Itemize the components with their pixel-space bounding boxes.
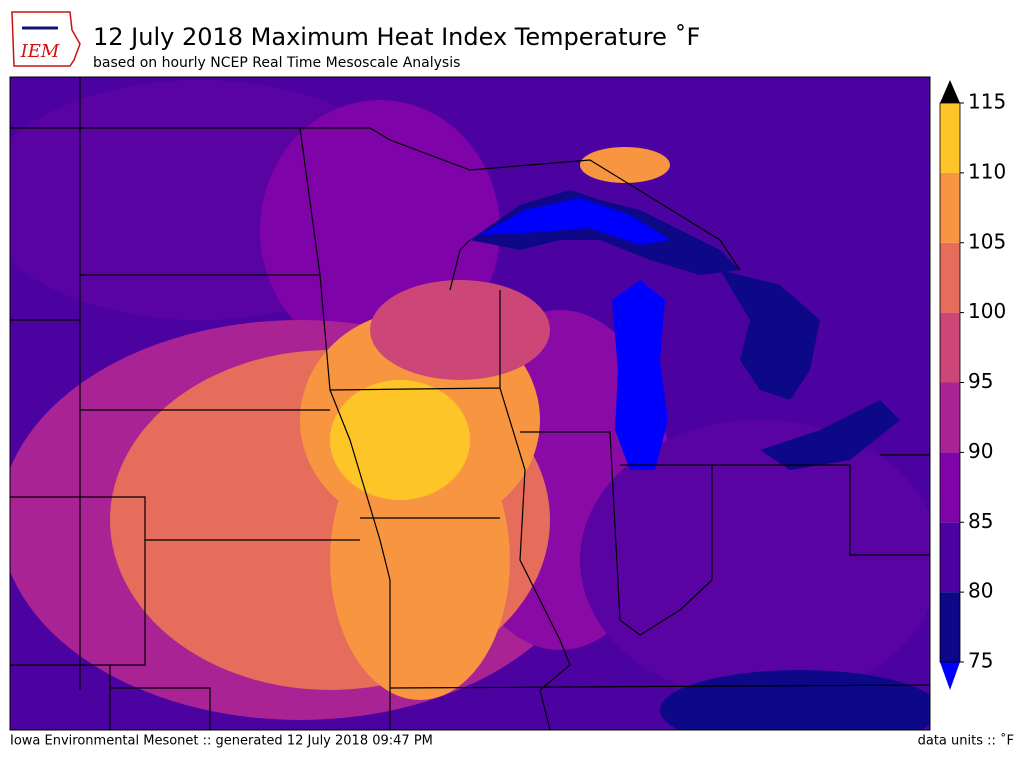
colorbar-segment	[940, 172, 960, 243]
colorbar-segment	[940, 522, 960, 593]
colorbar-label: 90	[968, 439, 993, 463]
border	[589, 159, 741, 271]
logo-text: IEM	[20, 41, 60, 62]
heat-field	[370, 280, 550, 380]
heat-field	[580, 420, 930, 700]
colorbar-segment	[940, 103, 960, 173]
map-frame	[9, 76, 931, 731]
heat-field	[660, 670, 930, 730]
colorbar-label: 75	[968, 649, 993, 673]
colorbar-label: 100	[968, 299, 1006, 323]
colorbar-segment	[940, 312, 960, 383]
colorbar-label: 80	[968, 579, 993, 603]
colorbar-label: 85	[968, 509, 993, 533]
map	[9, 76, 931, 731]
state-borders	[10, 77, 930, 730]
lake-superior	[480, 198, 670, 245]
colorbar-segment	[940, 242, 960, 313]
logo: IEM	[11, 11, 81, 67]
colorbar-segment	[940, 452, 960, 523]
colorbar-label: 95	[968, 369, 993, 393]
lake-michigan	[612, 280, 668, 470]
colorbar-segment	[940, 592, 960, 662]
heat-field	[580, 147, 670, 183]
footer-left: Iowa Environmental Mesonet :: generated …	[10, 734, 433, 749]
logo-outline	[11, 11, 81, 67]
footer-right: data units :: ˚F	[918, 733, 1014, 749]
colorbar-label: 105	[968, 229, 1006, 253]
subtitle: based on hourly NCEP Real Time Mesoscale…	[93, 55, 460, 71]
lake-huron	[720, 270, 820, 400]
heat-field	[330, 380, 470, 500]
colorbar-segment	[940, 382, 960, 453]
colorbar: 75 80 85 90 95 100 105 110 115	[939, 80, 1006, 690]
colorbar-under	[940, 662, 960, 690]
lake-erie	[760, 400, 900, 470]
colorbar-over	[940, 80, 960, 103]
title: 12 July 2018 Maximum Heat Index Temperat…	[93, 23, 700, 51]
colorbar-label: 110	[968, 159, 1006, 183]
colorbar-label: 115	[968, 90, 1006, 114]
